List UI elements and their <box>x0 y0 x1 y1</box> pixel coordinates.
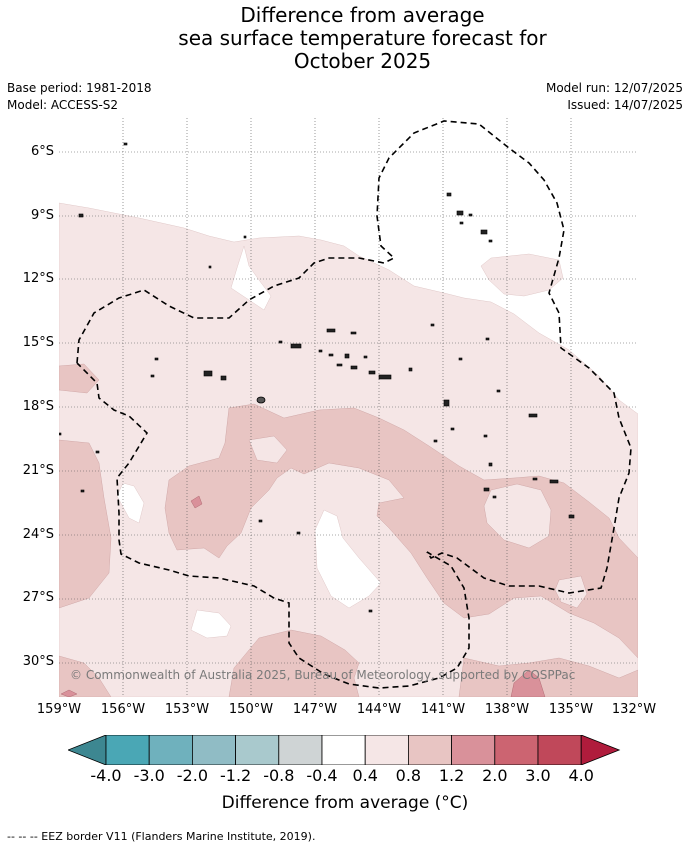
lat-tick-24s: 24°S <box>22 527 54 542</box>
title-line-1: Difference from average <box>240 3 485 27</box>
colorbar-tick-label: 1.2 <box>438 766 465 785</box>
title-line-2: sea surface temperature forecast for <box>178 26 547 50</box>
lat-tick-21s: 21°S <box>22 463 54 478</box>
lon-tick-138w: 138°W <box>484 702 530 717</box>
colorbar-tick-label: 3.0 <box>525 766 551 785</box>
issued-date: Issued: 14/07/2025 <box>567 98 683 112</box>
meta-left: Base period: 1981-2018 Model: ACCESS-S2 <box>7 80 152 114</box>
islands <box>59 142 575 613</box>
base-period: Base period: 1981-2018 <box>7 81 152 95</box>
colorbar-tick-label: 0.4 <box>352 766 378 785</box>
lon-tick-153w: 153°W <box>164 702 210 717</box>
anomaly-neutral-pocket-3 <box>314 509 382 609</box>
colorbar-cell <box>494 735 539 765</box>
colorbar-tick-label: -0.4 <box>306 766 338 785</box>
lat-tick-15s: 15°S <box>22 335 54 350</box>
colorbar-cell <box>148 735 193 765</box>
colorbar-cells <box>68 735 621 765</box>
colorbar-tick-label: 4.0 <box>568 766 594 785</box>
colorbar-arrow-high <box>580 735 621 765</box>
lon-tick-144w: 144°W <box>356 702 402 717</box>
anomaly-neutral-pocket-4 <box>190 609 232 639</box>
lat-tick-27s: 27°S <box>22 590 54 605</box>
lon-tick-159w: 159°W <box>36 702 82 717</box>
anomaly-strong-warm-patch-1 <box>190 495 203 509</box>
anomaly-warm-region-southeast <box>458 657 638 697</box>
colorbar-cell <box>451 735 496 765</box>
lon-tick-135w: 135°W <box>548 702 594 717</box>
colorbar-tick-label: 2.0 <box>482 766 508 785</box>
eez-borders <box>76 120 632 689</box>
colorbar-cell <box>192 735 237 765</box>
colorbar-cell <box>235 735 280 765</box>
lon-tick-132w: 132°W <box>611 702 657 717</box>
map-panel <box>59 118 638 697</box>
lon-tick-156w: 156°W <box>100 702 146 717</box>
anomaly-light-warm-cutout-1 <box>483 483 552 549</box>
colorbar-arrow-low <box>68 735 107 765</box>
colorbar-cell <box>364 735 409 765</box>
colorbar-tick-label: 0.8 <box>395 766 422 785</box>
anomaly-light-warm-patch-ne <box>480 253 564 297</box>
meta-right: Model run: 12/07/2025 Issued: 14/07/2025 <box>546 80 683 114</box>
colorbar-tick-label: -0.8 <box>263 766 295 785</box>
map-title: Difference from average sea surface temp… <box>0 4 690 73</box>
anomaly-neutral-pocket-2 <box>116 482 145 524</box>
eez-border-cook-islands-french-polynesia <box>76 120 632 689</box>
colorbar-cell <box>105 735 150 765</box>
lon-tick-147w: 147°W <box>292 702 338 717</box>
anomaly-strong-warm-patch-3 <box>60 689 78 697</box>
lat-tick-12s: 12°S <box>22 271 54 286</box>
graticule <box>59 118 638 697</box>
anomaly-strong-warm-patch-2 <box>510 669 546 697</box>
anomaly-warm-region-west-1 <box>59 363 100 394</box>
colorbar-tick-label: -2.0 <box>176 766 208 785</box>
lat-tick-6s: 6°S <box>30 144 54 159</box>
colorbar-cell <box>278 735 323 765</box>
anomaly-warm-region-southwest <box>59 655 112 697</box>
colorbar <box>68 735 621 765</box>
model-name: Model: ACCESS-S2 <box>7 98 119 112</box>
lon-tick-150w: 150°W <box>228 702 274 717</box>
colorbar-label: Difference from average (°C) <box>221 793 469 813</box>
copyright-notice: © Commonwealth of Australia 2025, Bureau… <box>70 668 576 682</box>
anomaly-warm-region-central <box>164 403 638 659</box>
map-canvas <box>59 118 638 697</box>
lat-tick-9s: 9°S <box>30 208 54 223</box>
colorbar-cell <box>537 735 582 765</box>
eez-legend-note: -- -- -- EEZ border V11 (Flanders Marine… <box>7 830 316 843</box>
lat-tick-30s: 30°S <box>22 654 54 669</box>
colorbar-cell <box>407 735 452 765</box>
colorbar-tick-label: -1.2 <box>219 766 252 785</box>
anomaly-warm-region-south <box>228 629 360 697</box>
island-tahiti <box>256 396 266 404</box>
anomaly-warm-region-west-2 <box>59 439 112 609</box>
colorbar-cell <box>321 735 366 765</box>
title-line-3: October 2025 <box>293 49 432 73</box>
colorbar-tick-label: -3.0 <box>133 766 165 785</box>
model-run: Model run: 12/07/2025 <box>545 81 683 95</box>
anomaly-light-warm-cutout-3 <box>248 435 288 464</box>
lon-tick-141w: 141°W <box>420 702 466 717</box>
colorbar-tick-label: -4.0 <box>90 766 122 785</box>
lat-tick-18s: 18°S <box>22 399 54 414</box>
